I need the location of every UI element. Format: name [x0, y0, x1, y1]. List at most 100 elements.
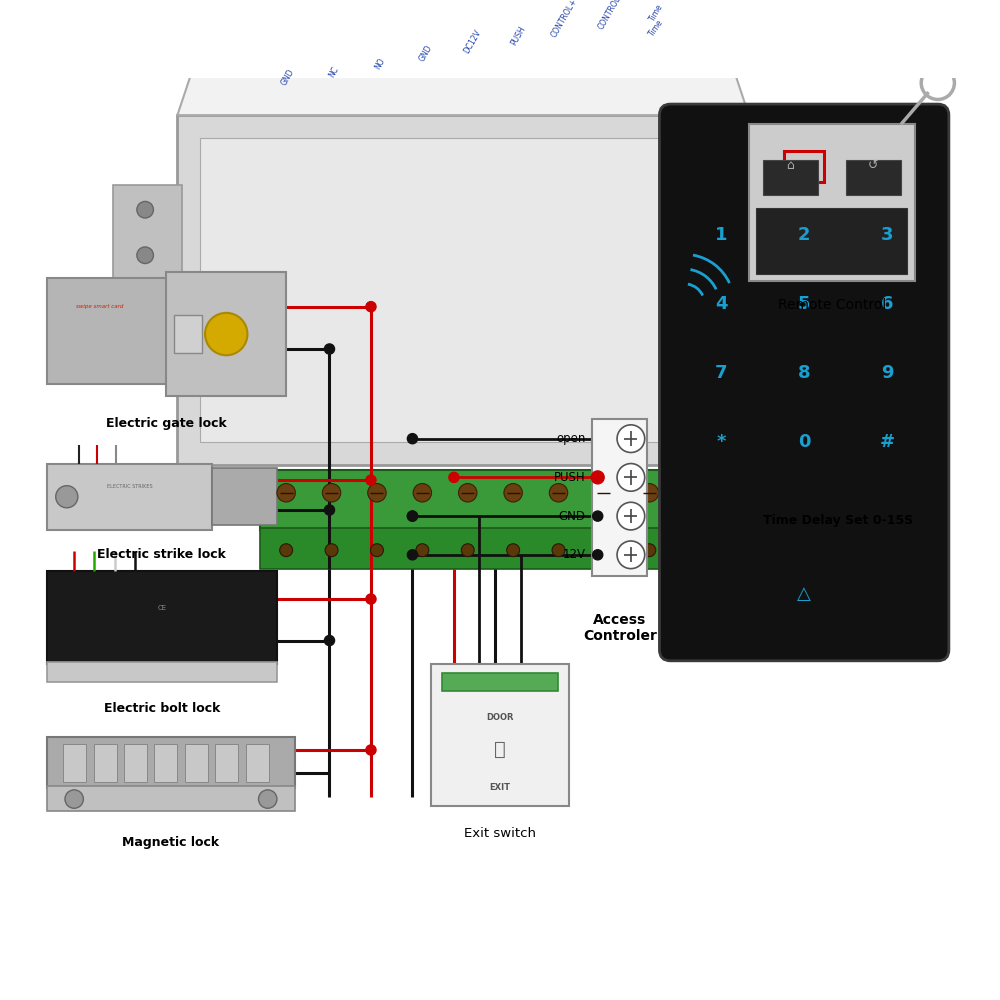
Text: 0: 0	[798, 433, 810, 451]
Circle shape	[693, 494, 704, 505]
Text: ⌂: ⌂	[786, 159, 794, 172]
Text: Time: Time	[648, 17, 666, 38]
Text: DC12V: DC12V	[462, 28, 483, 55]
Text: CONTROL-: CONTROL-	[597, 0, 624, 31]
Text: Exit switch: Exit switch	[464, 827, 536, 840]
Text: 9: 9	[881, 364, 893, 382]
Bar	[94, 744, 117, 782]
Circle shape	[324, 344, 335, 354]
Circle shape	[667, 56, 683, 73]
Circle shape	[366, 594, 376, 604]
Bar	[124, 744, 147, 782]
Text: swipe smart card: swipe smart card	[76, 304, 123, 309]
Circle shape	[407, 511, 418, 521]
Bar	[47, 464, 212, 530]
FancyBboxPatch shape	[659, 104, 949, 661]
Text: Electric strike lock: Electric strike lock	[97, 548, 226, 561]
Bar	[756, 208, 907, 274]
Bar	[47, 278, 178, 384]
Circle shape	[137, 324, 153, 341]
Text: #: #	[880, 433, 895, 451]
Circle shape	[552, 544, 565, 557]
Bar	[246, 744, 269, 782]
Bar	[185, 744, 208, 782]
Bar	[846, 160, 901, 195]
Bar	[166, 272, 286, 396]
Circle shape	[593, 550, 603, 560]
Text: PUSH: PUSH	[509, 25, 527, 47]
Circle shape	[137, 201, 153, 218]
Text: 2: 2	[798, 226, 810, 244]
Text: 6: 6	[881, 295, 893, 313]
Bar	[47, 786, 295, 811]
Text: *: *	[716, 433, 726, 451]
Text: NC: NC	[327, 65, 341, 79]
Circle shape	[449, 472, 459, 482]
Circle shape	[461, 544, 474, 557]
Bar	[177, 115, 749, 465]
Circle shape	[277, 484, 295, 502]
Text: 7: 7	[715, 364, 727, 382]
Circle shape	[617, 425, 645, 452]
Circle shape	[617, 541, 645, 569]
Circle shape	[366, 745, 376, 755]
Circle shape	[593, 511, 603, 521]
Bar	[744, 185, 800, 360]
Circle shape	[617, 464, 645, 491]
Text: Electric bolt lock: Electric bolt lock	[104, 702, 220, 715]
Text: Time Delay Set 0-15S: Time Delay Set 0-15S	[763, 514, 913, 527]
Text: GND: GND	[280, 68, 296, 87]
Text: Time: Time	[648, 2, 665, 23]
Text: EXIT: EXIT	[490, 783, 511, 792]
Text: GND: GND	[418, 44, 435, 63]
Text: open: open	[556, 432, 586, 445]
Circle shape	[205, 313, 247, 355]
Text: ⚿: ⚿	[494, 740, 506, 759]
Circle shape	[643, 544, 656, 557]
Circle shape	[549, 484, 568, 502]
Bar	[260, 528, 675, 569]
Circle shape	[407, 511, 418, 521]
Circle shape	[259, 790, 277, 808]
Bar	[431, 664, 569, 806]
Text: Remote Control: Remote Control	[778, 298, 886, 312]
Text: GND: GND	[559, 510, 586, 523]
Circle shape	[280, 544, 293, 557]
Circle shape	[640, 484, 659, 502]
Text: DOOR: DOOR	[486, 713, 514, 722]
Text: ↺: ↺	[868, 159, 879, 172]
Text: PUSH: PUSH	[554, 471, 586, 484]
Text: NO: NO	[373, 57, 387, 71]
Text: Access
Controler: Access Controler	[583, 613, 657, 643]
Text: Electric gate lock: Electric gate lock	[106, 417, 227, 430]
Bar	[63, 744, 86, 782]
Text: 3: 3	[881, 226, 893, 244]
Bar	[442, 673, 558, 691]
Bar	[260, 470, 675, 530]
Polygon shape	[177, 5, 749, 115]
Bar	[200, 138, 726, 442]
Circle shape	[617, 502, 645, 530]
Circle shape	[325, 544, 338, 557]
Text: 8: 8	[798, 364, 810, 382]
Circle shape	[322, 484, 341, 502]
Circle shape	[597, 544, 610, 557]
Text: CONTROL+: CONTROL+	[550, 0, 579, 39]
Text: Magnetic lock: Magnetic lock	[122, 836, 220, 849]
Bar	[212, 468, 277, 525]
Circle shape	[324, 635, 335, 646]
Circle shape	[504, 484, 522, 502]
Bar	[47, 662, 277, 682]
Circle shape	[65, 790, 83, 808]
Circle shape	[768, 324, 785, 341]
Bar	[154, 744, 177, 782]
Bar	[749, 124, 915, 281]
Circle shape	[201, 314, 223, 336]
Circle shape	[702, 313, 726, 337]
Circle shape	[459, 484, 477, 502]
Text: 5: 5	[798, 295, 810, 313]
Text: ELECTRIC STRIKES: ELECTRIC STRIKES	[107, 484, 152, 489]
Text: 12V: 12V	[563, 548, 586, 561]
Circle shape	[370, 544, 383, 557]
Circle shape	[56, 486, 78, 508]
